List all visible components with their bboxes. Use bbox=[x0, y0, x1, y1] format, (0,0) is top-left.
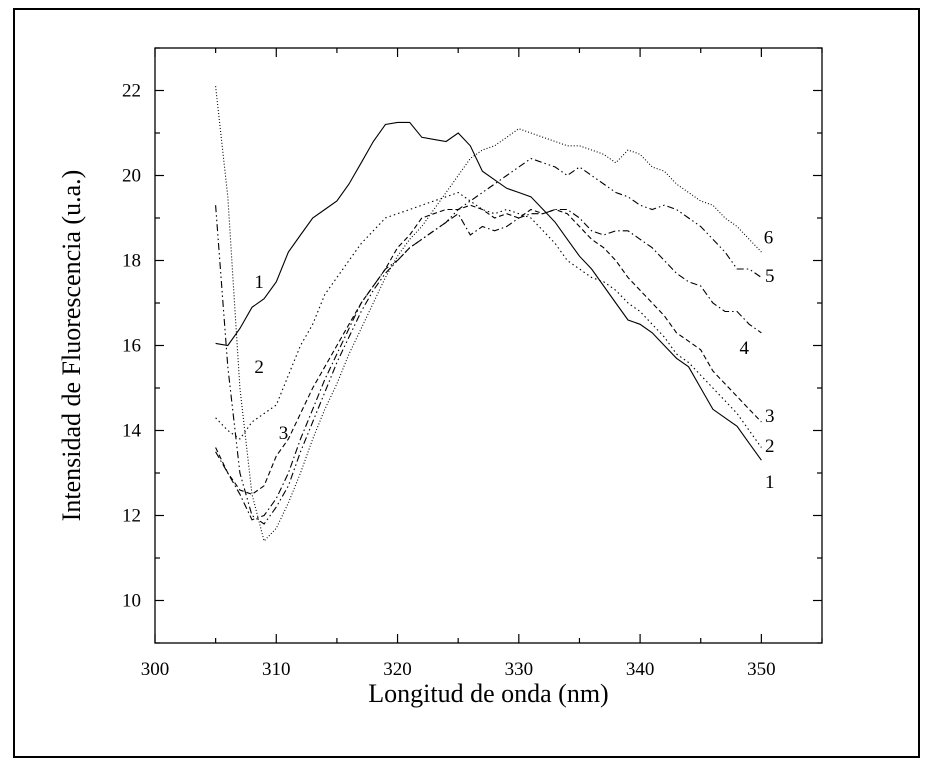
curve-label-3: 3 bbox=[279, 423, 289, 444]
curve-label-5: 5 bbox=[765, 266, 775, 287]
y-axis-title: Intensidad de Fluorescencia (u.a.) bbox=[57, 170, 86, 522]
y-tick-label: 22 bbox=[122, 81, 141, 102]
y-tick-label: 14 bbox=[122, 421, 142, 442]
x-tick-label: 340 bbox=[626, 659, 655, 680]
series-group bbox=[215, 86, 762, 543]
y-tick-label: 18 bbox=[122, 251, 141, 272]
plot-area-border bbox=[154, 47, 823, 644]
series-line-6 bbox=[215, 86, 762, 543]
x-axis-title: Longitud de onda (nm) bbox=[368, 679, 608, 708]
series-line-5 bbox=[215, 157, 762, 525]
curve-label-4: 4 bbox=[740, 338, 750, 359]
curve-label-6: 6 bbox=[764, 228, 774, 249]
x-tick-label: 330 bbox=[505, 659, 534, 680]
curve-labels-group: 1 2 3 6 5 4 3 2 1 bbox=[254, 228, 774, 493]
x-tick-label: 310 bbox=[262, 659, 291, 680]
x-tick-label: 300 bbox=[141, 659, 170, 680]
y-tick-label: 16 bbox=[122, 336, 141, 357]
x-tick-label: 350 bbox=[747, 659, 776, 680]
series-line-1 bbox=[215, 121, 762, 461]
x-tick-label: 320 bbox=[383, 659, 412, 680]
curve-label-1: 1 bbox=[254, 272, 264, 293]
series-line-4 bbox=[215, 208, 762, 521]
curve-label-2: 2 bbox=[254, 357, 264, 378]
y-tick-label: 10 bbox=[122, 591, 141, 612]
curve-label-3: 3 bbox=[765, 406, 775, 427]
y-tick-label: 20 bbox=[122, 166, 141, 187]
figure-frame bbox=[13, 8, 920, 758]
series-line-2 bbox=[215, 191, 762, 448]
curve-label-1: 1 bbox=[765, 472, 775, 493]
y-tick-label: 12 bbox=[122, 506, 141, 527]
curve-label-2: 2 bbox=[765, 436, 775, 457]
series-line-3 bbox=[215, 204, 762, 495]
